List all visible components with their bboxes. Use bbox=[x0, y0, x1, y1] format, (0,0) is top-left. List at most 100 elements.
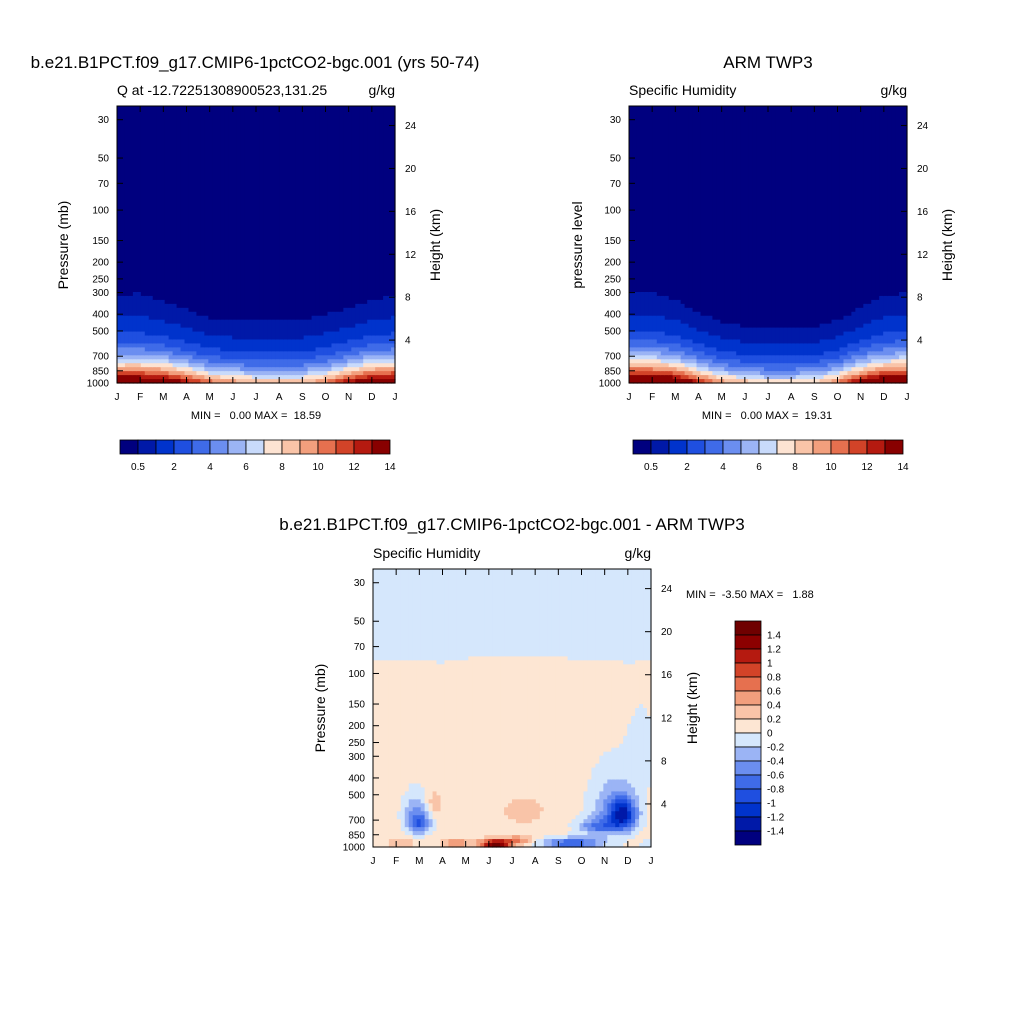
contour-cell bbox=[295, 106, 301, 321]
contour-cell bbox=[811, 363, 817, 368]
contour-cell bbox=[224, 351, 229, 360]
contour-cell bbox=[331, 311, 337, 333]
contour-cell bbox=[627, 723, 632, 785]
contour-cell bbox=[148, 343, 154, 352]
contour-cell bbox=[287, 379, 293, 384]
contour-cell bbox=[595, 815, 600, 824]
contour-cell bbox=[807, 355, 813, 364]
contour-cell bbox=[619, 823, 624, 828]
contour-cell bbox=[124, 367, 130, 372]
contour-cell bbox=[700, 106, 706, 317]
contour-cell bbox=[583, 839, 589, 848]
contour-cell bbox=[704, 379, 710, 384]
contour-cell bbox=[847, 315, 852, 333]
contour-cell bbox=[887, 343, 892, 348]
contour-cell bbox=[863, 371, 868, 376]
contour-cell bbox=[627, 819, 632, 824]
y-tick-label: 50 bbox=[610, 154, 622, 165]
contour-cell bbox=[351, 355, 356, 360]
colorbar-box bbox=[848, 439, 868, 455]
contour-cell bbox=[783, 343, 789, 356]
contour-cell bbox=[267, 359, 273, 368]
contour-cell bbox=[619, 569, 624, 661]
contour-cell bbox=[607, 795, 612, 804]
contour-cell bbox=[224, 319, 229, 337]
contour-cell bbox=[823, 323, 829, 341]
x-tick-label: J bbox=[905, 392, 910, 403]
contour-cell bbox=[315, 355, 321, 364]
contour-cell bbox=[168, 359, 174, 364]
contour-cell bbox=[307, 367, 313, 372]
contour-cell bbox=[875, 359, 880, 364]
contour-cell bbox=[492, 656, 497, 836]
contour-cell bbox=[172, 379, 178, 384]
contour-cell bbox=[424, 827, 430, 832]
contour-cell bbox=[899, 375, 904, 380]
contour-cell bbox=[172, 363, 178, 368]
contour-cell bbox=[256, 359, 261, 368]
contour-cell bbox=[728, 323, 733, 341]
contour-cell bbox=[764, 327, 769, 345]
contour-cell bbox=[152, 371, 158, 376]
contour-cell bbox=[124, 343, 130, 348]
contour-cell bbox=[200, 331, 205, 348]
contour-cell bbox=[307, 371, 313, 376]
contour-cell bbox=[124, 371, 130, 376]
contour-cell bbox=[339, 375, 344, 380]
contour-cell bbox=[660, 379, 666, 384]
contour-cell bbox=[371, 363, 376, 368]
contour-cell bbox=[720, 379, 725, 384]
contour-cell bbox=[631, 831, 636, 840]
contour-cell bbox=[543, 835, 549, 840]
colorbar-label: -0.8 bbox=[767, 785, 785, 796]
contour-cell bbox=[224, 335, 229, 352]
contour-cell bbox=[236, 351, 241, 360]
contour-cell bbox=[200, 367, 205, 372]
contour-cell bbox=[375, 355, 380, 360]
contour-cell bbox=[676, 106, 682, 301]
contour-cell bbox=[124, 355, 130, 360]
colorbar-box bbox=[830, 439, 850, 455]
contour-cell bbox=[176, 339, 182, 348]
y-tick-label: 850 bbox=[348, 830, 365, 841]
contour-cell bbox=[803, 375, 809, 380]
contour-cell bbox=[371, 379, 376, 384]
contour-cell bbox=[579, 569, 585, 661]
contour-cell bbox=[760, 327, 765, 345]
contour-cell bbox=[303, 359, 309, 364]
colorbar-box bbox=[794, 439, 814, 455]
contour-cell bbox=[152, 367, 158, 372]
contour-cell bbox=[855, 375, 860, 380]
contour-cell bbox=[623, 823, 628, 828]
contour-cell bbox=[863, 303, 868, 325]
contour-cell bbox=[688, 367, 694, 372]
contour-cell bbox=[128, 375, 134, 380]
contour-cell bbox=[236, 339, 241, 352]
contour-cell bbox=[220, 367, 225, 372]
contour-cell bbox=[192, 371, 198, 376]
contour-cell bbox=[855, 367, 860, 372]
contour-cell bbox=[771, 327, 777, 345]
contour-cell bbox=[363, 371, 368, 376]
contour-cell bbox=[156, 379, 162, 384]
contour-cell bbox=[629, 331, 634, 341]
colorbar-box bbox=[173, 439, 193, 455]
contour-cell bbox=[120, 375, 126, 380]
contour-cell bbox=[387, 371, 392, 376]
contour-cell bbox=[347, 367, 352, 372]
contour-cell bbox=[263, 339, 269, 352]
contour-cell bbox=[652, 359, 658, 364]
contour-cell bbox=[224, 363, 229, 368]
contour-cell bbox=[363, 375, 368, 380]
contour-cell bbox=[696, 311, 702, 333]
contour-cell bbox=[359, 359, 364, 364]
contour-cell bbox=[299, 339, 305, 352]
contour-cell bbox=[815, 355, 821, 364]
x-tick-label: M bbox=[415, 856, 423, 867]
contour-cell bbox=[879, 343, 884, 352]
contour-cell bbox=[875, 335, 880, 345]
contour-cell bbox=[823, 371, 829, 376]
contour-cell bbox=[571, 819, 577, 836]
colorbar-label: 0 bbox=[767, 729, 773, 740]
contour-cell bbox=[287, 375, 293, 380]
